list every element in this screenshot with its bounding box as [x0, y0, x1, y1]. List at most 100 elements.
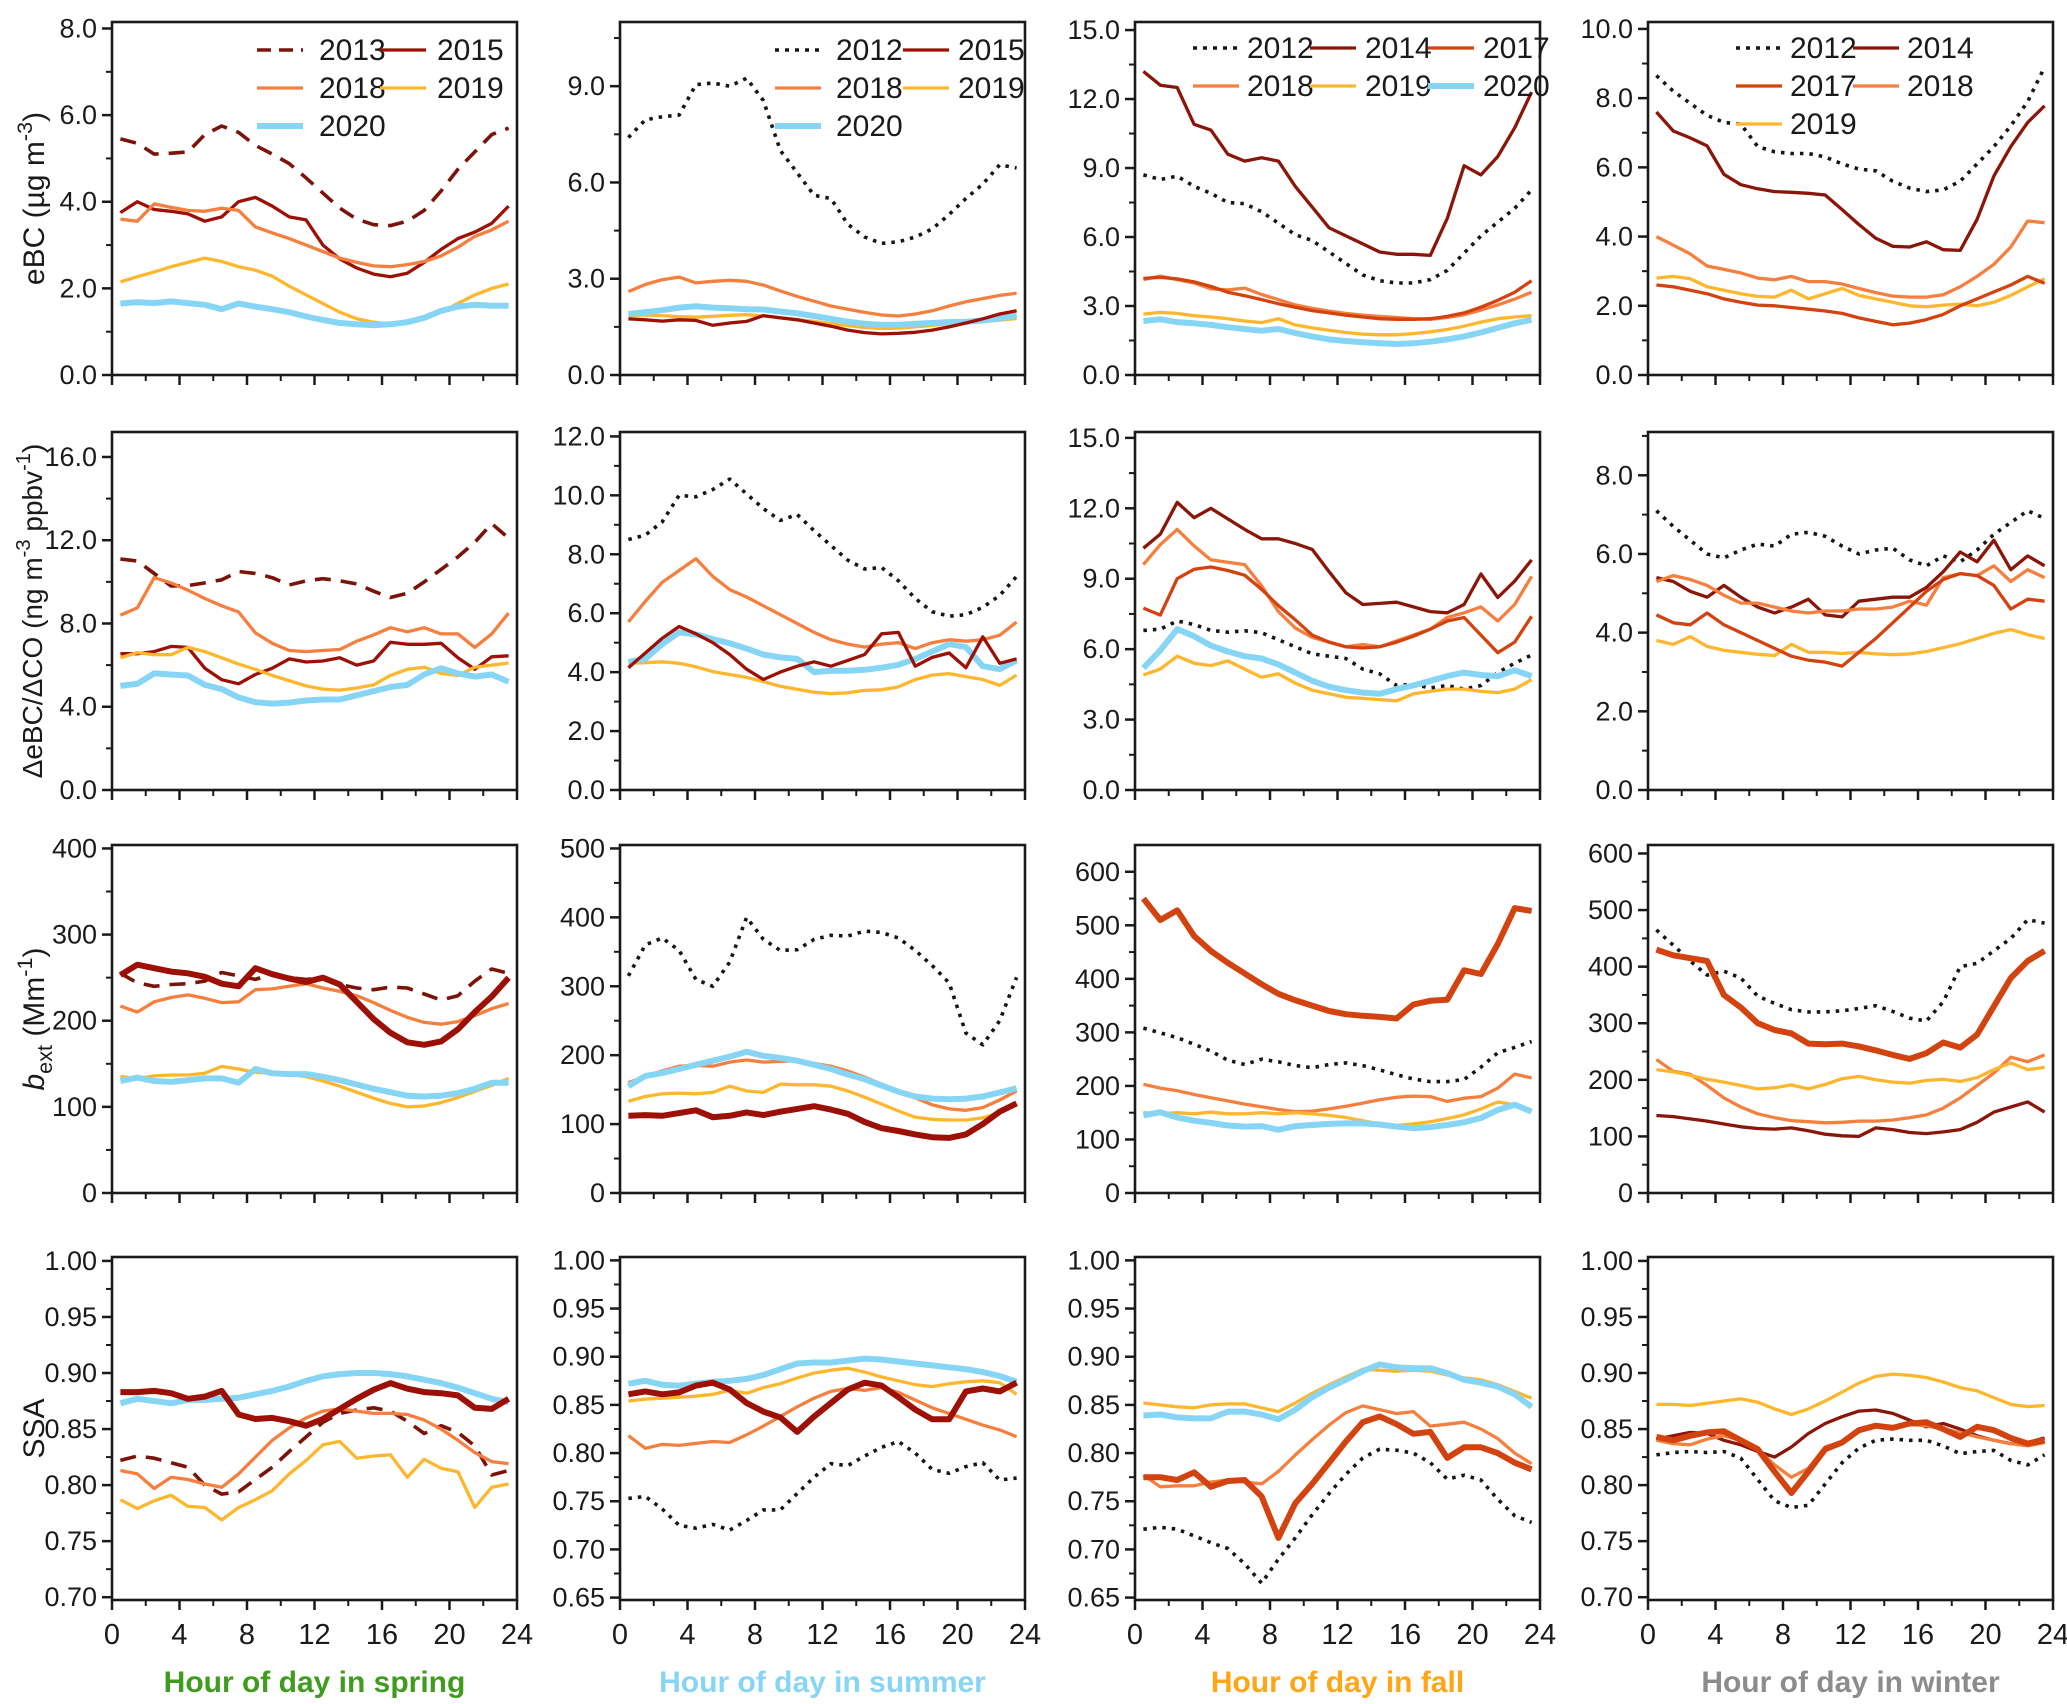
- y-tick-label: 0.95: [44, 1302, 97, 1332]
- y-tick-label: 1.00: [1067, 1245, 1120, 1275]
- y-tick-label: 3.0: [567, 264, 605, 294]
- x-tick-label: 4: [1194, 1619, 1210, 1651]
- y-tick-label: 10.0: [1580, 14, 1633, 44]
- x-axis-label-winter: Hour of day in winter: [1701, 1666, 2000, 1699]
- x-axis-label-spring: Hour of day in spring: [164, 1666, 466, 1699]
- series-2015: [628, 309, 1017, 336]
- legend-item-2019: 2019: [1736, 108, 1857, 141]
- y-tick-label: 16.0: [44, 442, 97, 472]
- y-tick-label: 0.90: [44, 1358, 97, 1388]
- legend-item-2012: 2012: [1193, 32, 1314, 65]
- panel-dEBC_dCO-fall: 0.0 3.0 6.0 9.0 12.0 15.0: [1067, 423, 1542, 805]
- y-tick-label: 0.85: [1580, 1414, 1633, 1444]
- y-tick-label: 600: [1075, 857, 1120, 887]
- y-tick-label: 6.0: [59, 100, 97, 130]
- y-axis-label-row2: ΔeBC/ΔCO (ng m-3​ ppbv-1​): [13, 444, 48, 779]
- y-tick-label: 0.70: [552, 1534, 605, 1564]
- series-2017: [1655, 946, 2047, 1062]
- panel-eBC-winter: 0.0 2.0 4.0 6.0 8.0 10.0 2012 2014 2017 2018 2019: [1580, 14, 2055, 390]
- y-tick-label: 0.0: [567, 360, 605, 390]
- legend-item-2020: 2020: [1428, 70, 1550, 103]
- series-2020: [119, 1066, 509, 1100]
- legend-item-label: 2017: [1483, 32, 1550, 65]
- x-tick-label: 16: [1902, 1619, 1934, 1651]
- legend-item-2012: 2012: [1736, 32, 1857, 65]
- y-tick-label: 9.0: [567, 71, 605, 101]
- y-tick-label: 600: [1588, 838, 1633, 868]
- x-tick-label: 0: [1127, 1619, 1143, 1651]
- x-tick-label: 24: [1524, 1619, 1556, 1651]
- y-tick-label: 8.0: [59, 13, 97, 43]
- panel-dEBC_dCO-spring: 0.0 4.0 8.0 12.0 16.0: [44, 430, 519, 805]
- series-2012: [627, 76, 1017, 246]
- y-tick-label: 300: [560, 971, 605, 1001]
- y-tick-label: 100: [1588, 1121, 1633, 1151]
- series-2014: [1142, 500, 1533, 615]
- series-2018: [1655, 1053, 2046, 1125]
- legend-item-label: 2012: [1790, 32, 1857, 65]
- y-tick-label: 0.95: [1067, 1294, 1120, 1324]
- legend-item-label: 2019: [1365, 70, 1432, 103]
- x-tick-label: 8: [239, 1619, 255, 1651]
- y-tick-label: 0.85: [1067, 1390, 1120, 1420]
- series-2019: [1143, 1100, 1533, 1128]
- y-tick-label: 0.85: [552, 1390, 605, 1420]
- y-tick-label: 0.0: [59, 775, 97, 805]
- y-tick-label: 2.0: [59, 273, 97, 303]
- series-2018: [1143, 274, 1533, 321]
- series-2019: [628, 660, 1018, 696]
- x-tick-label: 24: [1009, 1619, 1041, 1651]
- x-tick-label: 16: [366, 1619, 398, 1651]
- legend-item-label: 2020: [836, 110, 903, 143]
- x-tick-label: 12: [1321, 1619, 1353, 1651]
- series-2019: [119, 1439, 509, 1522]
- y-tick-label: 6.0: [1082, 222, 1120, 252]
- y-tick-label: 8.0: [1595, 460, 1633, 490]
- panel-SSA-winter: 0.70 0.75 0.80 0.85 0.90 0.95 1.00 0 4 8 12 16 20 24 H…: [1580, 1246, 2067, 1699]
- y-tick-label: 100: [1075, 1124, 1120, 1154]
- series-2018: [119, 982, 510, 1026]
- panel-SSA-fall: 0.65 0.70 0.75 0.80 0.85 0.90 0.95 1.00 0 4 8 12 16 2…: [1067, 1245, 1556, 1699]
- series-2017: [1143, 1413, 1533, 1541]
- y-tick-label: 500: [1075, 910, 1120, 940]
- legend-item-label: 2014: [1365, 32, 1432, 65]
- x-tick-label: 12: [806, 1619, 838, 1651]
- legend-item-label: 2017: [1790, 70, 1857, 103]
- series-2014: [1656, 1100, 2046, 1139]
- y-tick-label: 8.0: [567, 539, 605, 569]
- series-2019: [1143, 310, 1532, 337]
- y-tick-label: 6.0: [1082, 634, 1120, 664]
- legend: 2012 2014 2017 2018 2019 2020: [1193, 32, 1550, 103]
- series-2019: [119, 256, 510, 326]
- y-tick-label: 3.0: [1082, 291, 1120, 321]
- series-2020: [626, 1048, 1018, 1103]
- y-tick-label: 6.0: [1595, 539, 1633, 569]
- legend-item-2019: 2019: [1310, 70, 1432, 103]
- series-2013: [119, 1406, 510, 1496]
- y-tick-label: 6.0: [567, 167, 605, 197]
- panel-eBC-summer: 0.0 3.0 6.0 9.0 2012 2015 2018 2019 2020: [567, 20, 1027, 390]
- series-2020: [1143, 316, 1533, 347]
- legend-item-label: 2013: [319, 34, 386, 67]
- series-2020: [120, 298, 509, 329]
- y-tick-label: 2.0: [567, 716, 605, 746]
- series-2015: [118, 961, 511, 1048]
- series-2019: [627, 1082, 1018, 1122]
- legend-item-2020: 2020: [257, 110, 386, 143]
- series-2018: [627, 275, 1017, 318]
- legend-item-label: 2012: [1247, 32, 1314, 65]
- x-tick-label: 12: [298, 1619, 330, 1651]
- panel-SSA-summer: 0.65 0.70 0.75 0.80 0.85 0.90 0.95 1.00 0 4 8 12 16 2…: [552, 1245, 1041, 1699]
- series-2017: [1142, 565, 1533, 655]
- series-2020: [1143, 1361, 1534, 1423]
- legend-item-2014: 2014: [1853, 32, 1974, 65]
- series-2012: [628, 1439, 1017, 1532]
- y-tick-label: 1.00: [44, 1246, 97, 1276]
- legend-item-2012: 2012: [775, 34, 903, 67]
- y-tick-label: 300: [1588, 1008, 1633, 1038]
- x-tick-label: 24: [501, 1619, 533, 1651]
- x-tick-label: 16: [874, 1619, 906, 1651]
- series-2020: [120, 665, 510, 707]
- y-tick-label: 400: [1588, 952, 1633, 982]
